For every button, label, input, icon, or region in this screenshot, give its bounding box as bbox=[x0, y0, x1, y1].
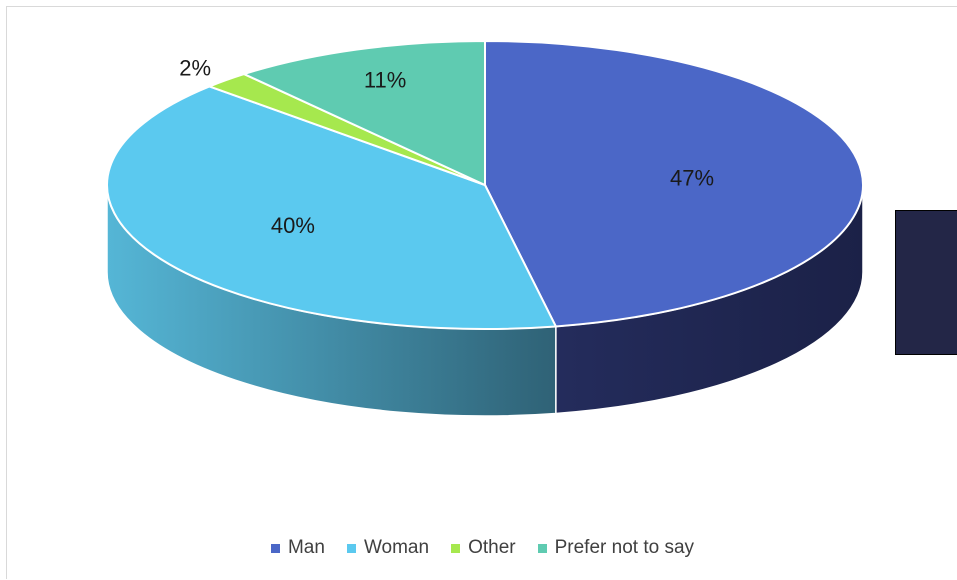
legend-label-man: Man bbox=[287, 537, 325, 558]
pie-labels: 47% 40% 2% 11% bbox=[179, 55, 714, 238]
legend-label-prefer-not-to-say: Prefer not to say bbox=[554, 537, 695, 558]
legend-item-man: Man bbox=[270, 537, 325, 559]
legend-swatch-other bbox=[451, 543, 461, 553]
pie-tops bbox=[106, 40, 864, 330]
dark-overlay-box bbox=[895, 210, 957, 355]
legend-item-woman: Woman bbox=[346, 537, 430, 559]
legend-item-prefer-not-to-say: Prefer not to say bbox=[537, 537, 695, 559]
legend-item-other: Other bbox=[451, 537, 516, 559]
slice-label-other: 2% bbox=[179, 55, 211, 80]
legend-label-other: Other bbox=[468, 537, 516, 558]
pie-chart: 47% 40% 2% 11% bbox=[106, 40, 864, 417]
pie-slice-man bbox=[484, 40, 864, 328]
pie-slice-prefer-not-to-say bbox=[243, 40, 486, 186]
legend-swatch-woman bbox=[346, 543, 356, 553]
legend: Man Woman Other Prefer not to say bbox=[7, 537, 957, 559]
slice-label-prefer-not-to-say: 11% bbox=[364, 67, 406, 92]
slice-label-man: 47% bbox=[670, 166, 714, 191]
legend-label-woman: Woman bbox=[363, 537, 430, 558]
legend-swatch-prefer-not-to-say bbox=[537, 543, 547, 553]
pie-slice-woman bbox=[106, 85, 557, 330]
slice-label-woman: 40% bbox=[271, 213, 315, 238]
chart-area: 47% 40% 2% 11% Man Woman Other Prefer no… bbox=[6, 6, 957, 579]
legend-swatch-man bbox=[270, 543, 280, 553]
